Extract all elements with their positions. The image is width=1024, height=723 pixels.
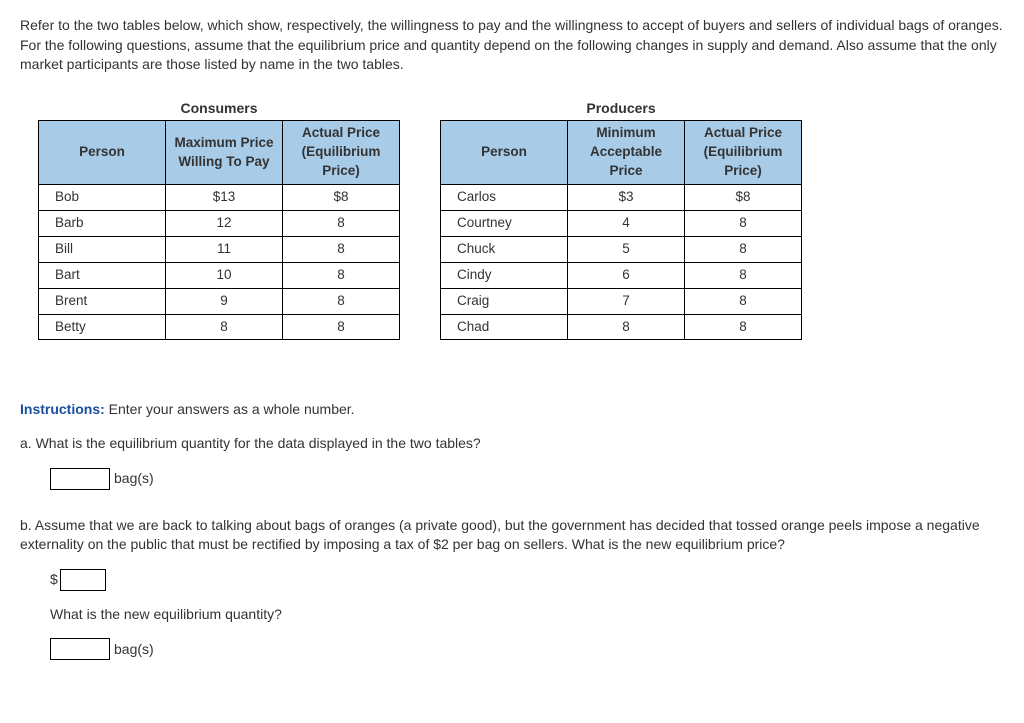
dollar-sign: $ xyxy=(50,570,58,590)
table-row: Bart 10 8 xyxy=(39,262,400,288)
cell-value: 8 xyxy=(685,210,802,236)
cell-person: Carlos xyxy=(441,185,568,211)
table-row: Chad 8 8 xyxy=(441,314,802,340)
cell-value: $8 xyxy=(283,185,400,211)
cell-person: Barb xyxy=(39,210,166,236)
consumers-header-maxprice: Maximum Price Willing To Pay xyxy=(166,121,283,185)
cell-value: 12 xyxy=(166,210,283,236)
consumers-title: Consumers xyxy=(38,99,400,119)
answer-b-unit: bag(s) xyxy=(114,640,154,660)
table-row: Bob $13 $8 xyxy=(39,185,400,211)
cell-person: Chuck xyxy=(441,236,568,262)
table-row: Betty 8 8 xyxy=(39,314,400,340)
cell-value: 8 xyxy=(568,314,685,340)
cell-person: Cindy xyxy=(441,262,568,288)
cell-value: 8 xyxy=(283,236,400,262)
cell-value: $8 xyxy=(685,185,802,211)
intro-text: Refer to the two tables below, which sho… xyxy=(20,16,1004,75)
cell-value: 8 xyxy=(685,236,802,262)
instructions-label: Instructions: xyxy=(20,401,105,417)
tables-container: Consumers Person Maximum Price Willing T… xyxy=(38,99,1004,341)
cell-person: Craig xyxy=(441,288,568,314)
cell-person: Bart xyxy=(39,262,166,288)
cell-person: Courtney xyxy=(441,210,568,236)
cell-value: 11 xyxy=(166,236,283,262)
cell-value: 8 xyxy=(283,210,400,236)
table-row: Barb 12 8 xyxy=(39,210,400,236)
producers-header-actual: Actual Price (Equilibrium Price) xyxy=(685,121,802,185)
table-row: Bill 11 8 xyxy=(39,236,400,262)
cell-value: 9 xyxy=(166,288,283,314)
cell-value: 8 xyxy=(685,262,802,288)
cell-value: $13 xyxy=(166,185,283,211)
cell-value: 5 xyxy=(568,236,685,262)
table-row: Courtney 4 8 xyxy=(441,210,802,236)
answer-a-unit: bag(s) xyxy=(114,469,154,489)
cell-value: 8 xyxy=(685,288,802,314)
table-row: Cindy 6 8 xyxy=(441,262,802,288)
cell-value: 8 xyxy=(283,288,400,314)
producers-header-person: Person xyxy=(441,121,568,185)
cell-person: Bill xyxy=(39,236,166,262)
consumers-table: Person Maximum Price Willing To Pay Actu… xyxy=(38,120,400,340)
question-b: b. Assume that we are back to talking ab… xyxy=(20,516,1004,555)
cell-person: Betty xyxy=(39,314,166,340)
table-row: Carlos $3 $8 xyxy=(441,185,802,211)
instructions-text: Enter your answers as a whole number. xyxy=(105,401,355,417)
answer-b-price-input[interactable] xyxy=(60,569,106,591)
producers-block: Producers Person Minimum Acceptable Pric… xyxy=(440,99,802,341)
question-a: a. What is the equilibrium quantity for … xyxy=(20,434,1004,454)
consumers-header-person: Person xyxy=(39,121,166,185)
consumers-header-actual: Actual Price (Equilibrium Price) xyxy=(283,121,400,185)
instructions-line: Instructions: Enter your answers as a wh… xyxy=(20,400,1004,420)
answer-b-price-line: $ xyxy=(50,569,1004,591)
table-row: Chuck 5 8 xyxy=(441,236,802,262)
cell-value: $3 xyxy=(568,185,685,211)
cell-person: Brent xyxy=(39,288,166,314)
consumers-block: Consumers Person Maximum Price Willing T… xyxy=(38,99,400,341)
cell-value: 4 xyxy=(568,210,685,236)
table-row: Brent 9 8 xyxy=(39,288,400,314)
cell-person: Chad xyxy=(441,314,568,340)
cell-value: 6 xyxy=(568,262,685,288)
producers-header-minprice: Minimum Acceptable Price xyxy=(568,121,685,185)
cell-value: 8 xyxy=(283,262,400,288)
cell-value: 7 xyxy=(568,288,685,314)
question-b-sub: What is the new equilibrium quantity? xyxy=(50,605,1004,625)
cell-value: 8 xyxy=(166,314,283,340)
answer-a-line: bag(s) xyxy=(50,468,1004,490)
producers-table: Person Minimum Acceptable Price Actual P… xyxy=(440,120,802,340)
cell-value: 8 xyxy=(685,314,802,340)
answer-b-qty-input[interactable] xyxy=(50,638,110,660)
answer-a-input[interactable] xyxy=(50,468,110,490)
table-row: Craig 7 8 xyxy=(441,288,802,314)
cell-value: 10 xyxy=(166,262,283,288)
producers-title: Producers xyxy=(440,99,802,119)
cell-person: Bob xyxy=(39,185,166,211)
answer-b-qty-line: bag(s) xyxy=(50,638,1004,660)
cell-value: 8 xyxy=(283,314,400,340)
